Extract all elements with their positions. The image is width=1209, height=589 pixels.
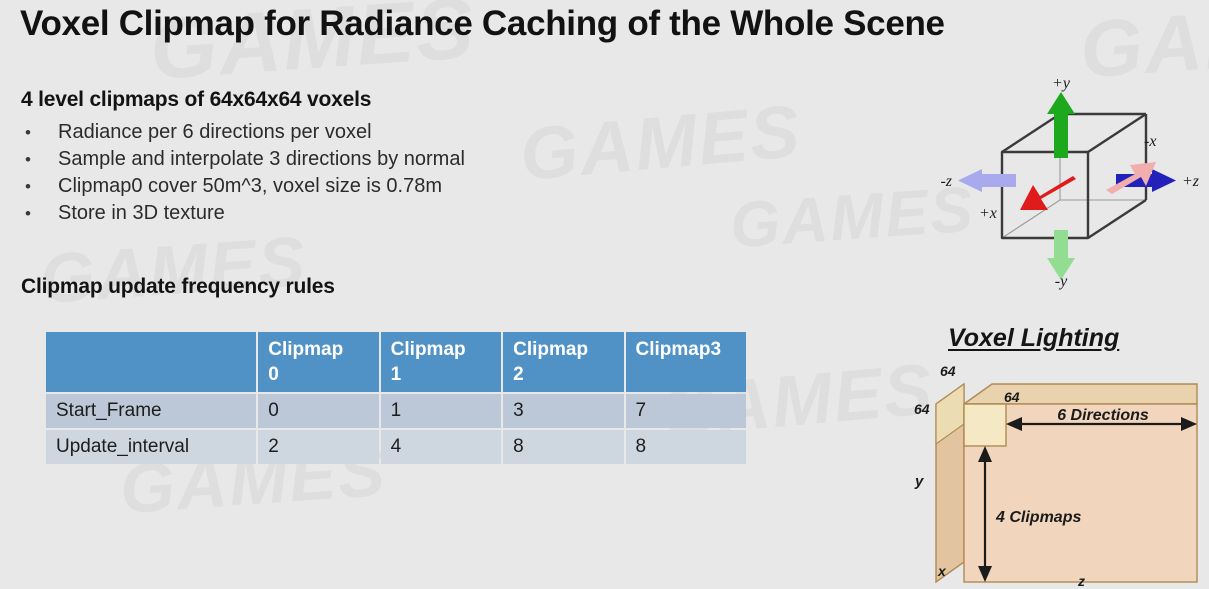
axis-label-minus-z: -z (940, 173, 952, 190)
table-row: Update_interval 2 4 8 8 (46, 430, 746, 464)
bullet-icon: • (25, 123, 31, 142)
list-item: • Radiance per 6 directions per voxel (21, 119, 465, 146)
list-item: • Clipmap0 cover 50m^3, voxel size is 0.… (21, 173, 465, 200)
section-heading-update-rules: Clipmap update frequency rules (21, 275, 335, 298)
header-line-1: Clipmap (390, 339, 466, 360)
table-corner-cell (46, 332, 257, 392)
axis-label-z: z (1077, 573, 1085, 589)
header-line-1: Clipmap (513, 339, 589, 360)
six-directions-label: 6 Directions (1057, 407, 1149, 424)
cell-update-interval-clipmap2: 8 (503, 430, 624, 464)
cell-start-frame-clipmap0: 0 (258, 394, 379, 428)
clipmap-update-frequency-table: Clipmap 0 Clipmap 1 Clipmap 2 Clipmap3 S… (44, 330, 748, 466)
header-line-2: 0 (268, 364, 279, 385)
six-directions-arrow (1006, 417, 1197, 431)
table-column-header-clipmap3: Clipmap3 (625, 332, 746, 392)
list-item-label: Store in 3D texture (58, 202, 225, 224)
label-depth-64: 64 (940, 363, 956, 379)
cube-visible-edges (1000, 112, 1148, 240)
table-row: Start_Frame 0 1 3 7 (46, 394, 746, 428)
four-clipmaps-label: 4 Clipmaps (995, 509, 1081, 526)
voxel-cell (963, 403, 1007, 447)
arrow-minus-z (958, 169, 1016, 192)
table-header-row: Clipmap 0 Clipmap 1 Clipmap 2 Clipmap3 (46, 332, 746, 392)
page-title: Voxel Clipmap for Radiance Caching of th… (20, 4, 945, 43)
voxel-lighting-diagram: Voxel Lighting 6 Directions 4 Clipmaps 6… (900, 318, 1209, 589)
table-column-header-clipmap2: Clipmap 2 (503, 332, 624, 392)
arrow-minus-y (1047, 230, 1075, 280)
list-item: • Store in 3D texture (21, 200, 465, 227)
section-heading-clipmap-levels: 4 level clipmaps of 64x64x64 voxels (21, 88, 372, 111)
background-watermark: GAMES (37, 221, 310, 319)
header-line-1: Clipmap3 (635, 339, 722, 360)
axis-label-plus-x: +x (979, 205, 997, 222)
axis-label-minus-y: -y (1055, 273, 1068, 290)
axis-label-x: x (937, 563, 947, 579)
header-line-2: 1 (390, 364, 402, 385)
axis-label-plus-z: +z (1182, 173, 1200, 190)
list-item-label: Radiance per 6 directions per voxel (58, 121, 372, 143)
cell-start-frame-clipmap2: 3 (503, 394, 624, 428)
cell-start-frame-clipmap3: 7 (625, 394, 746, 428)
label-height-64: 64 (914, 401, 930, 417)
cell-update-interval-clipmap0: 2 (258, 430, 379, 464)
header-line-1: Clipmap (268, 339, 344, 360)
arrow-minus-x (1106, 162, 1156, 194)
row-label-start-frame: Start_Frame (46, 394, 257, 428)
arrow-plus-y (1047, 92, 1075, 158)
bullet-icon: • (25, 204, 31, 223)
arrow-plus-x (1020, 176, 1076, 210)
label-top-64: 64 (1004, 389, 1020, 405)
bullet-list: • Radiance per 6 directions per voxel • … (21, 119, 465, 227)
table-column-header-clipmap0: Clipmap 0 (258, 332, 379, 392)
table-column-header-clipmap1: Clipmap 1 (380, 332, 502, 392)
list-item: • Sample and interpolate 3 directions by… (21, 146, 465, 173)
axis-label-plus-y: +y (1052, 75, 1071, 92)
bullet-icon: • (25, 177, 31, 196)
four-clipmaps-arrow (978, 446, 992, 582)
bullet-icon: • (25, 150, 31, 169)
cell-update-interval-clipmap1: 4 (380, 430, 502, 464)
row-label-update-interval: Update_interval (46, 430, 257, 464)
cell-update-interval-clipmap3: 8 (625, 430, 746, 464)
header-line-2: 2 (513, 364, 524, 385)
axis-label-minus-x: -x (1144, 133, 1156, 150)
cell-start-frame-clipmap1: 1 (380, 394, 502, 428)
list-item-label: Clipmap0 cover 50m^3, voxel size is 0.78… (58, 175, 442, 197)
list-item-label: Sample and interpolate 3 directions by n… (58, 148, 465, 170)
voxel-lighting-title: Voxel Lighting (948, 324, 1120, 352)
six-direction-cube-diagram: +y -y +z -z +x -x (930, 70, 1209, 290)
axis-label-y: y (914, 473, 924, 490)
background-watermark: GAMES (516, 88, 805, 197)
